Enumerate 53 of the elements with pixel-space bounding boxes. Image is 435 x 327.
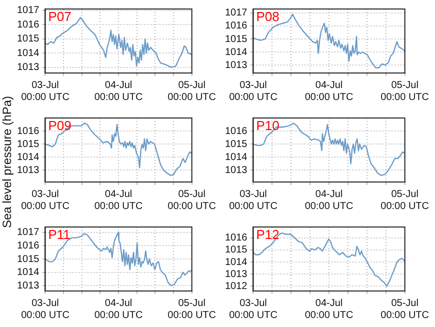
y-tick-label: 1015 <box>16 138 40 150</box>
y-tick-label: 1014 <box>224 46 248 58</box>
x-tick-label: 05-Jul 00:00 UTC <box>380 188 429 212</box>
y-tick-label: 1013 <box>16 280 40 292</box>
x-tick-label: 04-Jul 00:00 UTC <box>304 80 354 103</box>
y-tick-label: 1016 <box>16 126 40 137</box>
y-tick-label: 1012 <box>224 280 248 292</box>
y-tick-label: 1016 <box>16 240 40 252</box>
x-tick-label: 04-Jul 00:00 UTC <box>304 188 354 212</box>
y-tick-label: 1013 <box>16 62 40 74</box>
y-tick-label: 1016 <box>224 232 248 244</box>
x-tick-label: 03-Jul 00:00 UTC <box>229 188 278 212</box>
y-tick-label: 1015 <box>224 244 248 256</box>
y-tick-label: 1013 <box>224 60 248 71</box>
x-tick-label: 03-Jul 00:00 UTC <box>21 298 70 321</box>
x-tick-label: 04-Jul 00:00 UTC <box>94 188 143 212</box>
chart-title: P11 <box>48 227 70 242</box>
x-tick-label: 03-Jul 00:00 UTC <box>229 80 278 103</box>
x-tick-label: 05-Jul 00:00 UTC <box>380 298 429 321</box>
x-tick-label: 03-Jul 00:00 UTC <box>229 298 278 321</box>
y-tick-label: 1015 <box>224 138 248 150</box>
x-tick-label: 05-Jul 00:00 UTC <box>168 188 216 212</box>
y-tick-label: 1015 <box>224 34 248 45</box>
x-tick-label: 05-Jul 00:00 UTC <box>380 80 429 103</box>
y-tick-label: 1014 <box>16 267 40 278</box>
y-tick-label: 1014 <box>16 48 40 59</box>
y-tick-label: 1016 <box>224 126 248 137</box>
y-tick-label: 1016 <box>16 19 40 30</box>
y-tick-label: 1017 <box>16 227 40 238</box>
y-tick-label: 1014 <box>224 152 248 163</box>
chart-title: P07 <box>48 9 72 24</box>
x-tick-label: 05-Jul 00:00 UTC <box>168 80 216 103</box>
x-tick-label: 04-Jul 00:00 UTC <box>304 298 354 321</box>
y-tick-label: 1015 <box>16 254 40 265</box>
x-tick-label: 03-Jul 00:00 UTC <box>21 80 70 103</box>
chart-title: P09 <box>48 118 72 134</box>
y-tick-label: 1014 <box>16 152 40 163</box>
y-tick-label: 1016 <box>224 20 248 32</box>
y-tick-label: 1014 <box>224 256 248 268</box>
x-tick-label: 03-Jul 00:00 UTC <box>21 188 70 212</box>
y-tick-label: 1013 <box>16 164 40 176</box>
chart-title: P10 <box>256 118 280 134</box>
chart-title: P12 <box>256 227 280 242</box>
y-axis-title: Sea level pressure (hPa) <box>0 96 14 228</box>
y-tick-label: 1013 <box>224 164 248 176</box>
x-tick-label: 05-Jul 00:00 UTC <box>168 298 216 321</box>
y-tick-label: 1015 <box>16 34 40 45</box>
y-tick-label: 1017 <box>224 8 248 19</box>
x-tick-label: 04-Jul 00:00 UTC <box>94 80 143 103</box>
chart-title: P08 <box>256 9 280 24</box>
y-tick-label: 1013 <box>224 268 248 280</box>
y-tick-label: 1017 <box>16 5 40 16</box>
x-tick-label: 04-Jul 00:00 UTC <box>94 298 143 321</box>
